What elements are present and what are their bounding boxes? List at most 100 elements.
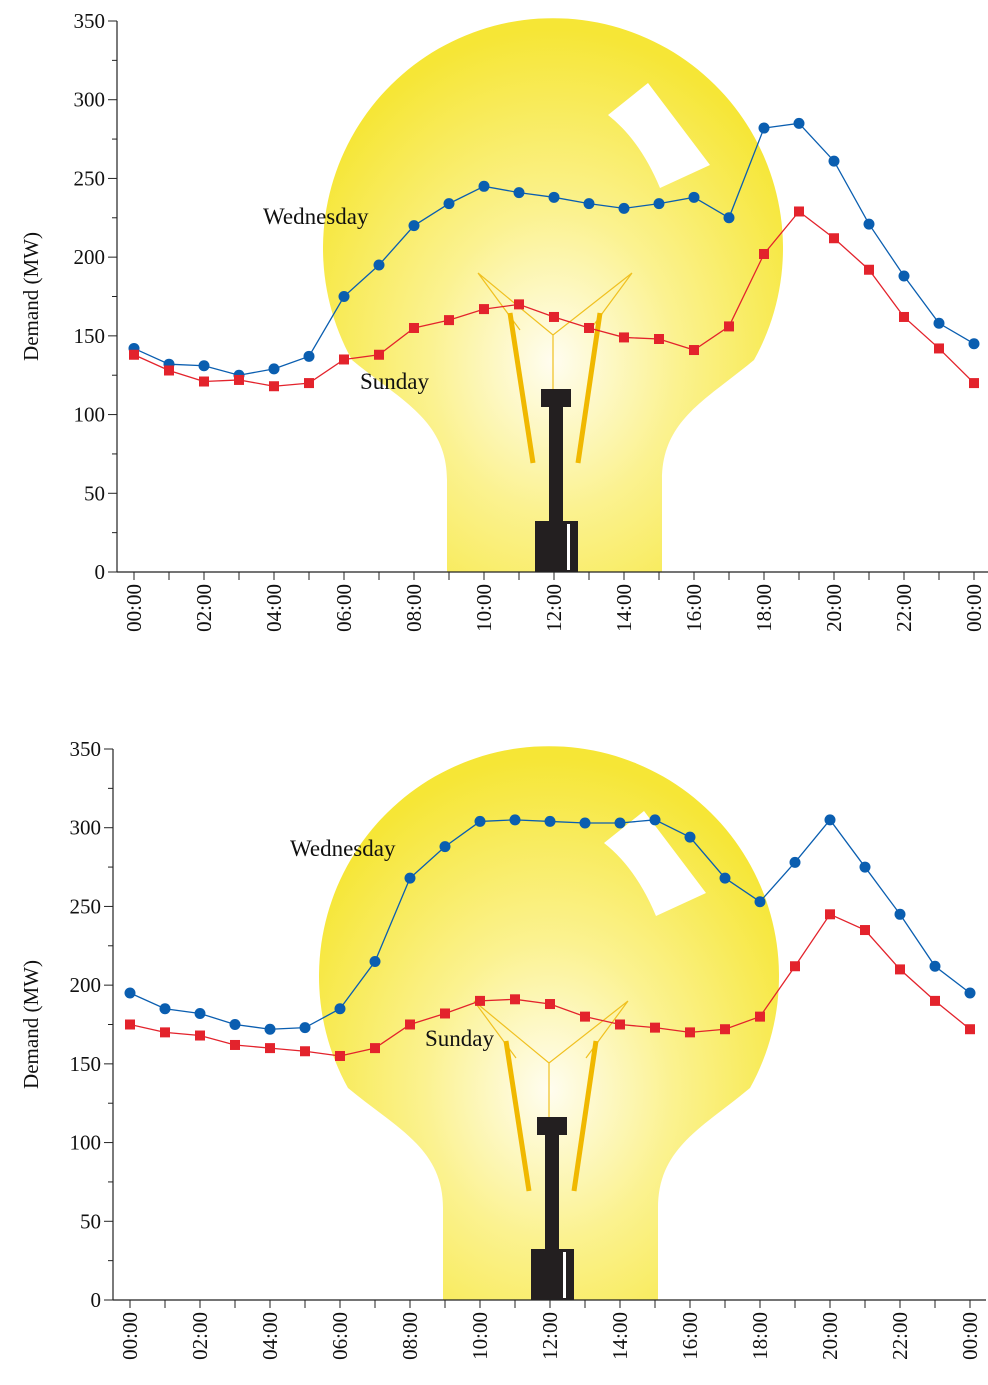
data-point	[303, 350, 315, 362]
y-tick-label: 100	[70, 1131, 102, 1155]
data-point	[409, 322, 419, 333]
x-tick-label: 16:00	[682, 584, 706, 632]
y-tick-label: 350	[74, 9, 106, 33]
data-point	[439, 841, 451, 853]
data-point	[545, 999, 555, 1010]
data-point	[234, 374, 244, 385]
data-point	[404, 872, 416, 884]
y-tick-label: 300	[74, 88, 106, 112]
data-point	[198, 360, 210, 372]
x-tick-label: 06:00	[332, 584, 356, 632]
data-point	[513, 187, 525, 199]
data-point	[580, 1011, 590, 1022]
data-point	[160, 1027, 170, 1038]
data-point	[440, 1008, 450, 1019]
y-tick-label: 50	[80, 1209, 101, 1233]
series-annotation: Sunday	[425, 1026, 495, 1051]
chart-top: Wednesday Sunday 0 50 100 150 200 250 300 350 De…	[19, 9, 988, 632]
data-point	[125, 1019, 135, 1030]
data-point	[860, 925, 870, 936]
data-point	[199, 376, 209, 387]
data-point	[583, 198, 595, 210]
data-point	[338, 291, 350, 302]
data-point	[969, 378, 979, 389]
x-tick-label: 00:00	[962, 584, 986, 632]
data-point	[930, 995, 940, 1006]
data-point	[759, 248, 769, 259]
x-tick-label: 22:00	[892, 584, 916, 632]
data-point	[789, 856, 801, 868]
data-point	[794, 206, 804, 217]
series-annotation: Sunday	[360, 369, 430, 394]
x-tick-label: 08:00	[398, 1312, 422, 1360]
data-point	[720, 1024, 730, 1035]
data-point	[614, 817, 626, 829]
data-point	[933, 317, 945, 329]
data-point	[689, 345, 699, 356]
y-tick-label: 350	[70, 737, 102, 761]
data-point	[934, 343, 944, 354]
x-tick-label: 20:00	[818, 1312, 842, 1360]
x-tick-label: 14:00	[608, 1312, 632, 1360]
y-tick-label: 200	[70, 973, 102, 997]
data-point	[229, 1019, 241, 1030]
data-point	[159, 1003, 171, 1015]
x-tick-label: 10:00	[468, 1312, 492, 1360]
y-tick-label: 250	[70, 894, 102, 918]
data-point	[514, 299, 524, 310]
y-tick-label: 300	[70, 816, 102, 840]
y-axis-title: Demand (MW)	[19, 232, 43, 361]
data-point	[899, 311, 909, 322]
data-point	[828, 155, 840, 167]
data-point	[579, 817, 591, 829]
x-tick-label: 08:00	[402, 584, 426, 632]
y-tick-label: 50	[84, 481, 105, 505]
data-point	[373, 259, 385, 271]
data-point	[129, 349, 139, 360]
data-point	[649, 814, 661, 826]
data-point	[968, 338, 980, 350]
y-tick-label: 0	[91, 1288, 102, 1312]
x-tick-label: 18:00	[752, 584, 776, 632]
data-point	[650, 1022, 660, 1033]
data-point	[548, 191, 560, 203]
data-point	[124, 987, 136, 999]
data-point	[339, 354, 349, 365]
y-tick-label: 250	[74, 166, 106, 190]
data-point	[265, 1043, 275, 1054]
data-point	[334, 1003, 346, 1015]
data-point	[194, 1007, 206, 1019]
data-point	[584, 322, 594, 333]
data-point	[724, 321, 734, 332]
data-point	[299, 1022, 311, 1034]
x-tick-label: 00:00	[122, 584, 146, 632]
x-tick-label: 02:00	[188, 1312, 212, 1360]
data-point	[475, 995, 485, 1006]
data-point	[758, 122, 770, 134]
series-annotation: Wednesday	[290, 836, 396, 861]
data-point	[859, 861, 871, 873]
bulb-illustration	[323, 18, 783, 572]
data-point	[510, 994, 520, 1005]
data-point	[863, 218, 875, 230]
x-tick-label: 20:00	[822, 584, 846, 632]
x-tick-label: 12:00	[538, 1312, 562, 1360]
x-tick-label: 00:00	[118, 1312, 142, 1360]
data-point	[688, 191, 700, 203]
x-tick-label: 22:00	[888, 1312, 912, 1360]
data-point	[965, 1024, 975, 1035]
data-point	[300, 1046, 310, 1057]
x-tick-label: 04:00	[262, 584, 286, 632]
data-point	[654, 334, 664, 345]
data-point	[755, 1011, 765, 1022]
x-tick-label: 18:00	[748, 1312, 772, 1360]
data-point	[964, 987, 976, 999]
data-point	[615, 1019, 625, 1030]
data-point	[164, 365, 174, 376]
data-point	[618, 202, 630, 214]
data-point	[264, 1023, 276, 1035]
data-point	[544, 815, 556, 827]
data-point	[864, 264, 874, 275]
